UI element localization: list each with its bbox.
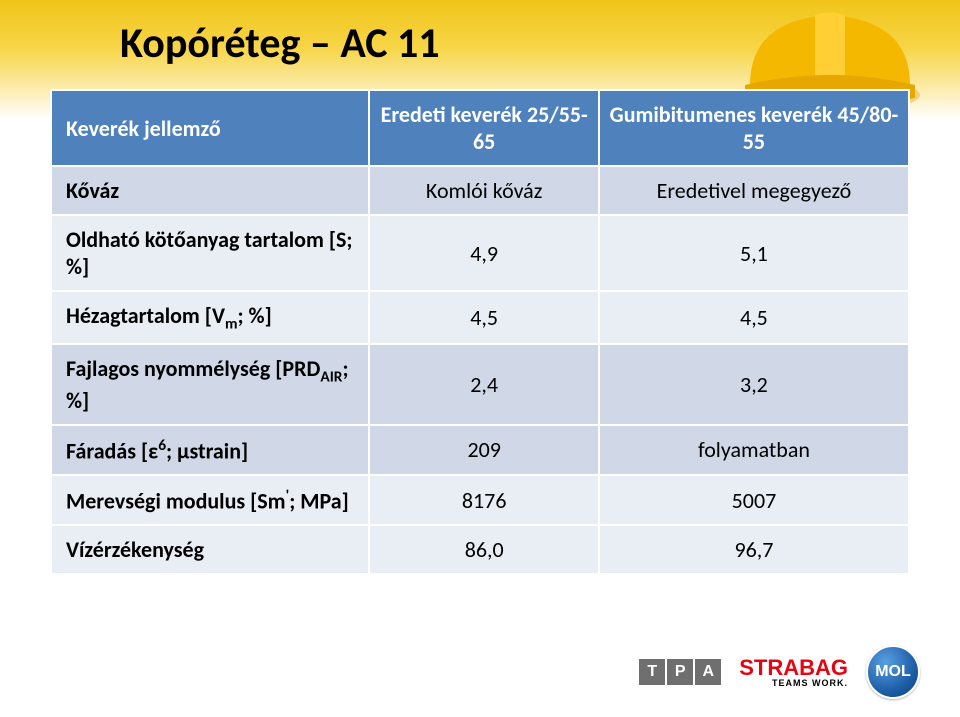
row-value-2: Eredetivel megegyező <box>599 166 909 215</box>
row-label: Kőváz <box>51 166 369 215</box>
row-value-1: 209 <box>369 425 598 475</box>
row-value-2: folyamatban <box>599 425 909 475</box>
row-label: Fáradás [ε6; μstrain] <box>51 425 369 475</box>
row-label: Merevségi modulus [Sm'; MPa] <box>51 475 369 525</box>
mol-name: MOL <box>875 663 911 681</box>
strabag-name: STRABAG <box>739 655 848 680</box>
row-label: Oldható kötőanyag tartalom [S; %] <box>51 215 369 291</box>
table-row: KővázKomlói kővázEredetivel megegyező <box>51 166 909 215</box>
tpa-letter: T <box>639 659 665 685</box>
row-value-2: 96,7 <box>599 525 909 574</box>
footer-logos: T P A STRABAG TEAMS WORK. MOL <box>639 645 920 699</box>
row-value-2: 3,2 <box>599 344 909 424</box>
table-row: Vízérzékenység86,096,7 <box>51 525 909 574</box>
col-header-2: Gumibitumenes keverék 45/80-55 <box>599 90 909 166</box>
strabag-tag: TEAMS WORK. <box>739 679 848 688</box>
row-label: Hézagtartalom [Vm; %] <box>51 291 369 344</box>
strabag-logo: STRABAG TEAMS WORK. <box>739 657 848 688</box>
table-row: Hézagtartalom [Vm; %]4,54,5 <box>51 291 909 344</box>
tpa-letter: A <box>695 659 721 685</box>
table-row: Fáradás [ε6; μstrain]209folyamatban <box>51 425 909 475</box>
row-label: Vízérzékenység <box>51 525 369 574</box>
row-value-1: 2,4 <box>369 344 598 424</box>
page-title: Kopóréteg – AC 11 <box>120 18 910 69</box>
tpa-letter: P <box>667 659 693 685</box>
mol-logo: MOL <box>866 645 920 699</box>
row-value-2: 5007 <box>599 475 909 525</box>
col-header-1: Eredeti keverék 25/55-65 <box>369 90 598 166</box>
row-value-1: 86,0 <box>369 525 598 574</box>
table-row: Merevségi modulus [Sm'; MPa]81765007 <box>51 475 909 525</box>
row-value-2: 4,5 <box>599 291 909 344</box>
row-value-1: 8176 <box>369 475 598 525</box>
data-table: Keverék jellemző Eredeti keverék 25/55-6… <box>50 89 910 575</box>
table-header: Keverék jellemző Eredeti keverék 25/55-6… <box>51 90 909 166</box>
tpa-logo: T P A <box>639 659 721 685</box>
col-header-0: Keverék jellemző <box>51 90 369 166</box>
row-value-1: 4,9 <box>369 215 598 291</box>
table-row: Oldható kötőanyag tartalom [S; %]4,95,1 <box>51 215 909 291</box>
table-row: Fajlagos nyommélység [PRDAIR; %]2,43,2 <box>51 344 909 424</box>
row-value-1: 4,5 <box>369 291 598 344</box>
row-value-2: 5,1 <box>599 215 909 291</box>
row-value-1: Komlói kőváz <box>369 166 598 215</box>
row-label: Fajlagos nyommélység [PRDAIR; %] <box>51 344 369 424</box>
table-body: KővázKomlói kővázEredetivel megegyezőOld… <box>51 166 909 574</box>
